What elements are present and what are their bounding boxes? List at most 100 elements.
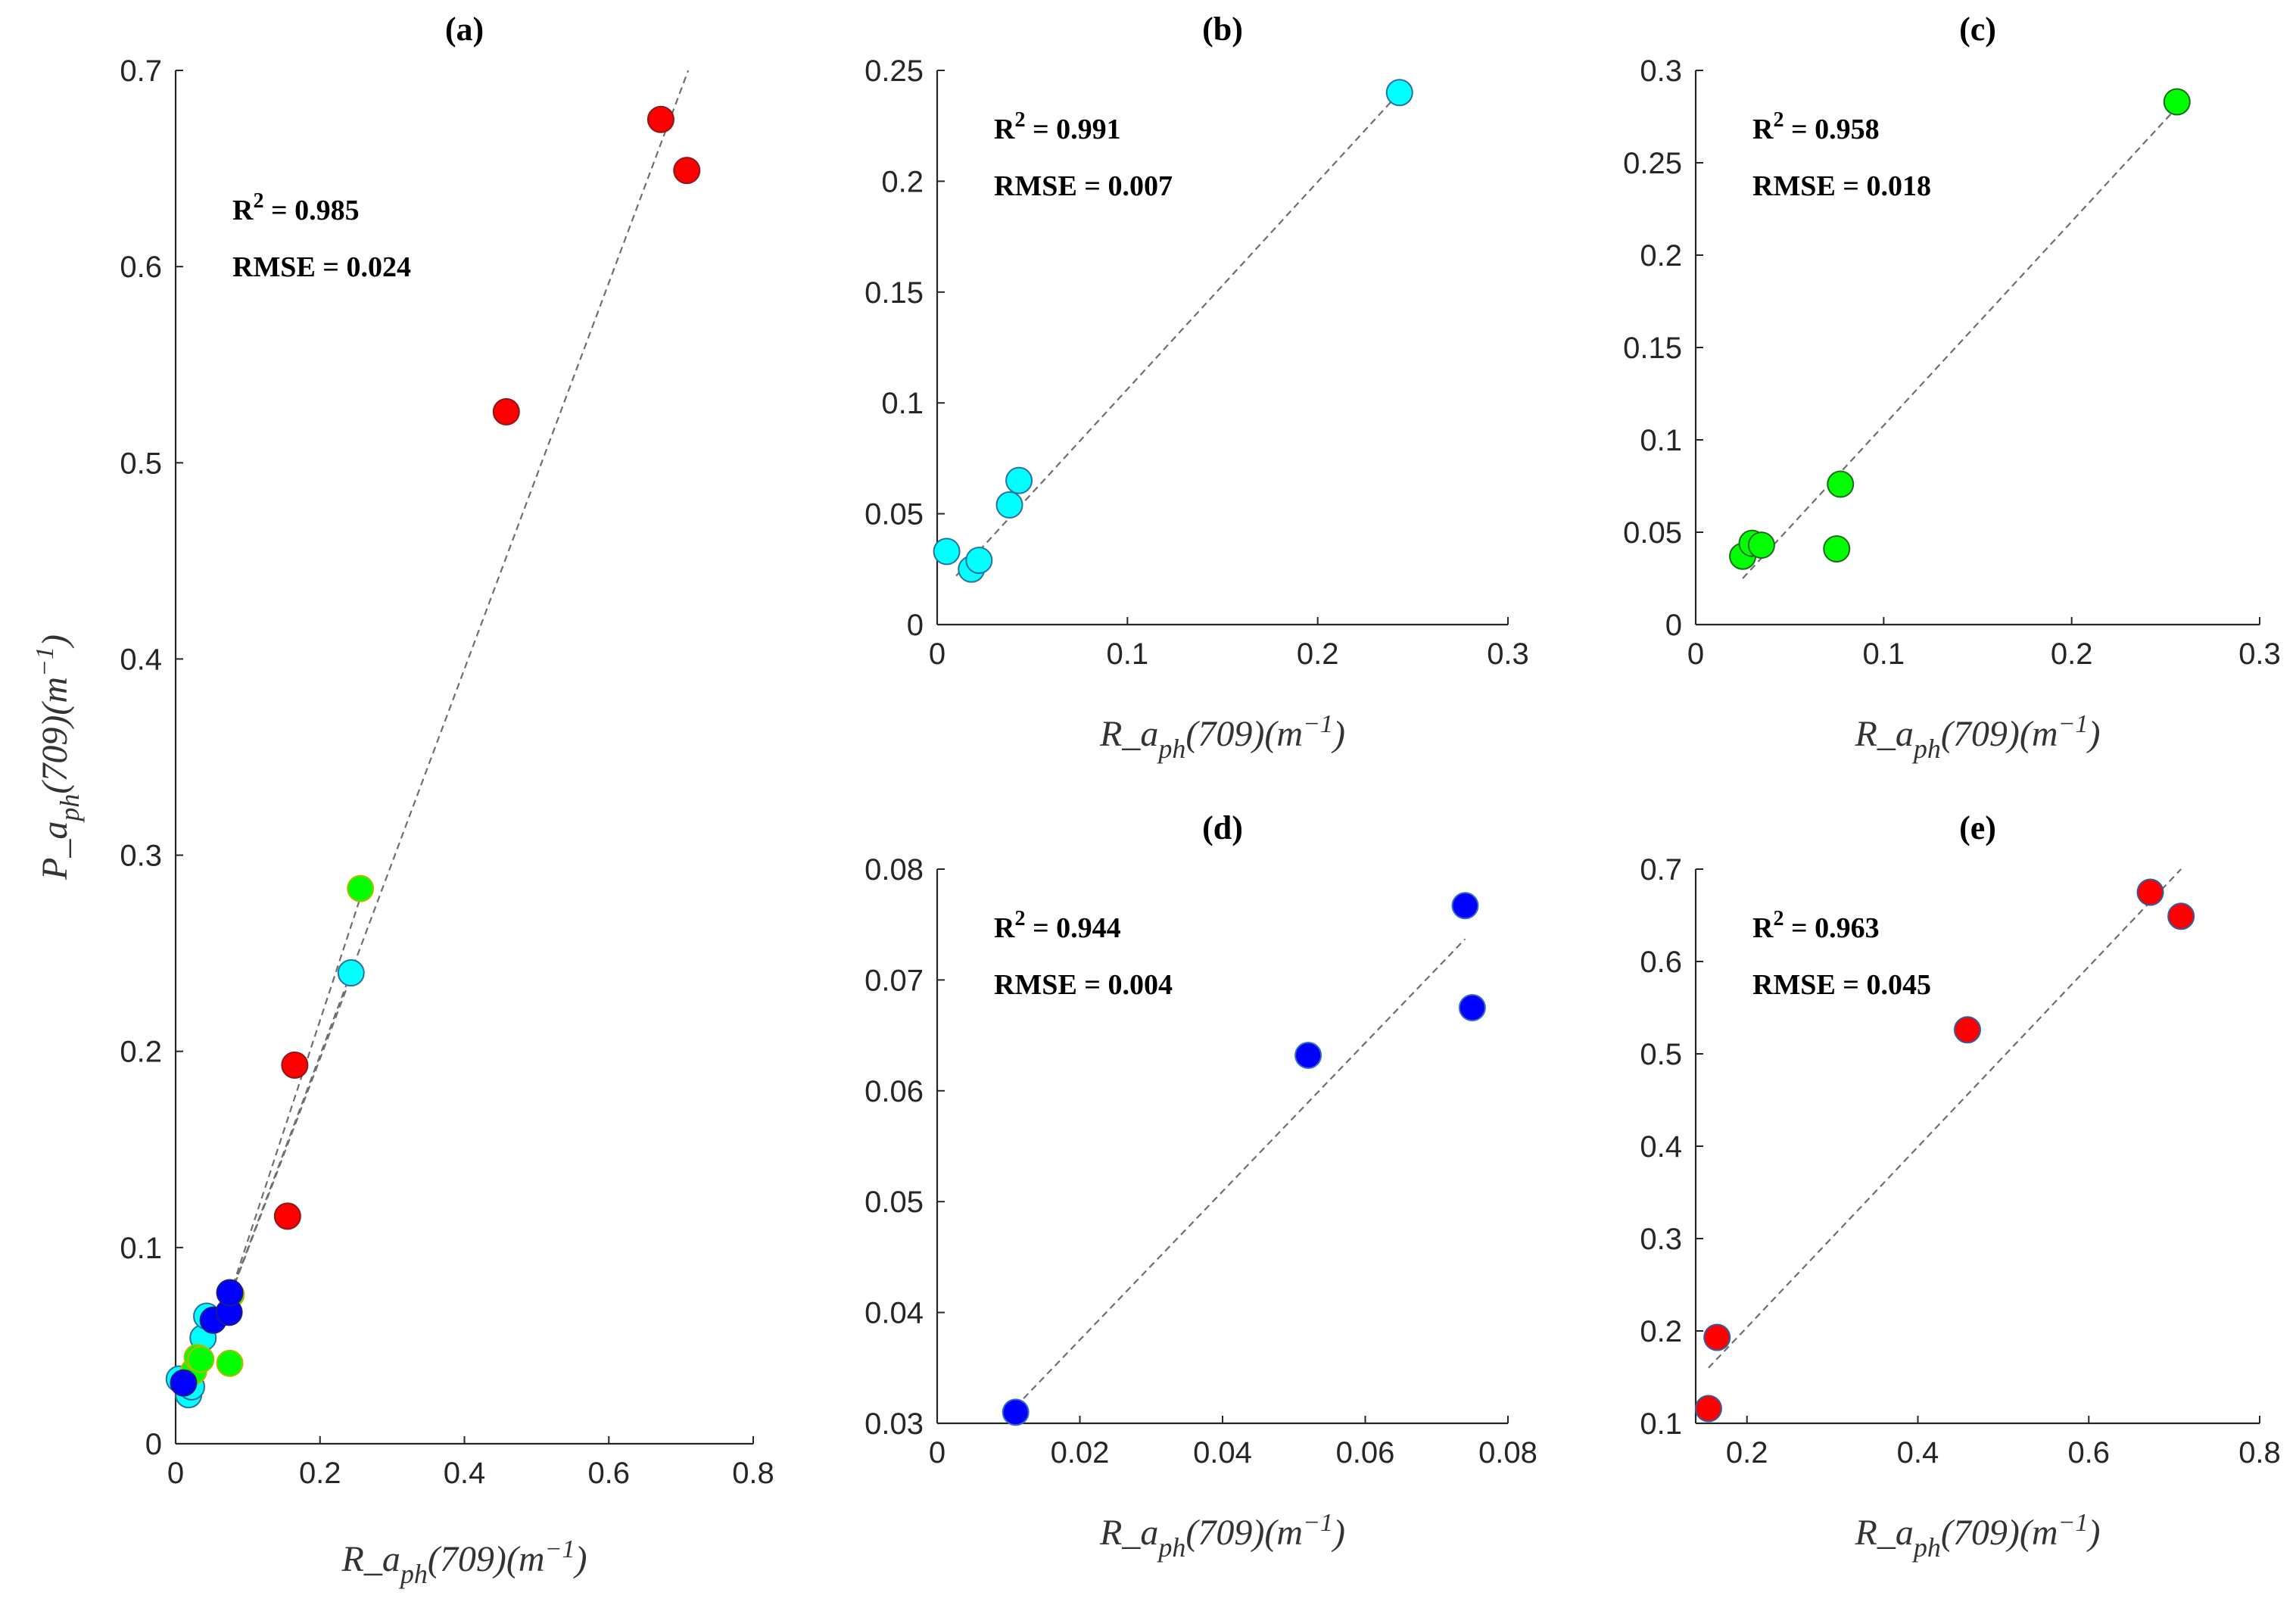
rmse-annotation: RMSE = 0.018: [1752, 170, 1931, 202]
x-axis-label: R_aph(709)(m−1): [1099, 1509, 1345, 1563]
x-label-text: R_a: [1099, 714, 1158, 754]
data-point-blue: [216, 1279, 244, 1307]
x-label-subscript: ph: [398, 1559, 428, 1589]
x-tick-label: 0.2: [1726, 1436, 1768, 1469]
panel-b: 0 0.1 0.2 0.3 0 0.05 0.1 0.15 0.2 0.25 (b) R2 = 0.9…: [865, 11, 1529, 764]
data-point-blue: [1451, 892, 1479, 920]
r-squared-annotation: R2 = 0.963: [1752, 907, 1880, 944]
x-label-text: ): [2086, 714, 2100, 754]
rmse-annotation: RMSE = 0.024: [232, 251, 411, 283]
r-squared-superscript: 2: [1773, 907, 1784, 930]
r-squared-value: = 0.944: [1025, 912, 1120, 944]
x-label-text: R_a: [341, 1539, 400, 1579]
panel-e: 0.2 0.4 0.6 0.8 0.1 0.2 0.3 0.4 0.5 0.6 0.7 (e) R2 =…: [1640, 809, 2280, 1563]
data-point-cyan: [337, 959, 365, 987]
fit-line: [218, 972, 354, 1326]
r-squared-value: = 0.991: [1025, 114, 1120, 145]
y-tick-label: 0.3: [120, 840, 162, 873]
x-axis-label: R_aph(709)(m−1): [1855, 710, 2101, 764]
y-tick-label: 0: [1665, 609, 1682, 642]
panel-title: (d): [1202, 809, 1243, 846]
r-squared-annotation: R2 = 0.944: [994, 907, 1121, 944]
data-point-green: [187, 1345, 215, 1373]
y-tick-label: 0.08: [865, 853, 924, 887]
y-tick-label: 0.25: [865, 55, 924, 88]
y-tick-label: 0.4: [1640, 1130, 1682, 1164]
x-tick-label: 0: [929, 637, 946, 671]
x-axis-label: R_aph(709)(m−1): [1855, 1509, 2101, 1563]
x-label-superscript: −1: [2058, 1509, 2089, 1537]
data-point-green: [216, 1349, 244, 1377]
r-squared-superscript: 2: [1773, 108, 1784, 132]
y-tick-label: 0.6: [120, 251, 162, 284]
data-point-green: [1823, 534, 1851, 563]
data-point-red: [646, 105, 674, 133]
data-point-cyan: [933, 538, 961, 566]
x-label-superscript: −1: [545, 1535, 575, 1563]
x-tick-label: 0.04: [1193, 1436, 1252, 1469]
x-label-subscript: ph: [1911, 734, 1941, 764]
panel-title: (b): [1202, 11, 1243, 48]
x-label-text: (709)(m: [1941, 1513, 2058, 1553]
panel-a: 0 0.2 0.4 0.6 0.8 0 0.1 0.2 0.3 0.4 0.5 0.6 0.7 (a) R2…: [31, 11, 774, 1589]
y-tick-label: 0.5: [120, 447, 162, 480]
data-point-blue: [1002, 1398, 1030, 1426]
fit-line: [225, 70, 690, 1307]
y-tick-label: 0.06: [865, 1075, 924, 1108]
data-point-blue: [1458, 994, 1486, 1021]
panel-title: (c): [1959, 11, 1996, 48]
y-tick-label: 0.15: [865, 276, 924, 310]
y-label-text: P_a: [35, 821, 75, 880]
x-axis-label: R_aph(709)(m−1): [1099, 710, 1345, 764]
data-point-cyan: [1385, 79, 1413, 107]
fit-line: [225, 888, 365, 1307]
x-tick-label: 0.1: [1863, 637, 1905, 671]
y-tick-label: 0.6: [1640, 946, 1682, 979]
y-label-text: ): [35, 634, 75, 649]
y-tick-label: 0.2: [120, 1036, 162, 1069]
x-tick-label: 0.08: [1478, 1436, 1537, 1469]
r-squared-superscript: 2: [253, 189, 263, 213]
r-squared-annotation: R2 = 0.958: [1752, 108, 1880, 145]
x-tick-label: 0.2: [1297, 637, 1339, 671]
x-label-text: (709)(m: [1185, 1513, 1303, 1553]
x-label-superscript: −1: [1303, 710, 1333, 738]
r-squared-value: = 0.958: [1784, 114, 1879, 145]
r-squared-symbol: R: [994, 912, 1015, 944]
y-tick-label: 0.1: [1640, 424, 1682, 457]
y-tick-label: 0.04: [865, 1297, 924, 1330]
y-label-superscript: −1: [31, 647, 59, 677]
x-tick-label: 0.6: [587, 1457, 630, 1490]
data-point-green: [1827, 470, 1855, 498]
panel-d: 0 0.02 0.04 0.06 0.08 0.03 0.04 0.05 0.06 0.07 0.0…: [865, 809, 1537, 1563]
y-label-text: (709)(m: [35, 677, 75, 794]
r-squared-symbol: R: [1752, 912, 1774, 944]
y-tick-label: 0.3: [1640, 55, 1682, 88]
data-point-red: [2136, 878, 2164, 906]
y-tick-label: 0.7: [120, 55, 162, 88]
fit-line: [1014, 938, 1466, 1407]
x-label-text: R_a: [1099, 1513, 1158, 1553]
r-squared-annotation: R2 = 0.991: [994, 108, 1121, 145]
x-tick-label: 0.8: [732, 1457, 774, 1490]
y-tick-label: 0.7: [1640, 853, 1682, 887]
x-tick-label: 0.2: [299, 1457, 341, 1490]
y-tick-label: 0.4: [120, 643, 162, 676]
y-tick-label: 0.07: [865, 964, 924, 997]
x-label-text: (709)(m: [428, 1539, 545, 1579]
panel-title: (e): [1959, 809, 1996, 846]
y-tick-label: 0.03: [865, 1407, 924, 1441]
r-squared-superscript: 2: [1014, 907, 1025, 930]
y-tick-label: 0: [145, 1428, 162, 1461]
r-squared-symbol: R: [994, 114, 1015, 145]
x-label-superscript: −1: [1303, 1509, 1333, 1537]
y-axis-label: P_aph(709)(m−1): [31, 634, 85, 880]
x-tick-label: 0.6: [2067, 1436, 2110, 1469]
data-point-blue: [170, 1369, 198, 1397]
data-point-red: [492, 397, 520, 425]
y-tick-label: 0.1: [1640, 1407, 1682, 1441]
x-tick-label: 0.2: [2051, 637, 2093, 671]
y-tick-label: 0.5: [1640, 1038, 1682, 1071]
x-label-text: R_a: [1855, 714, 1914, 754]
